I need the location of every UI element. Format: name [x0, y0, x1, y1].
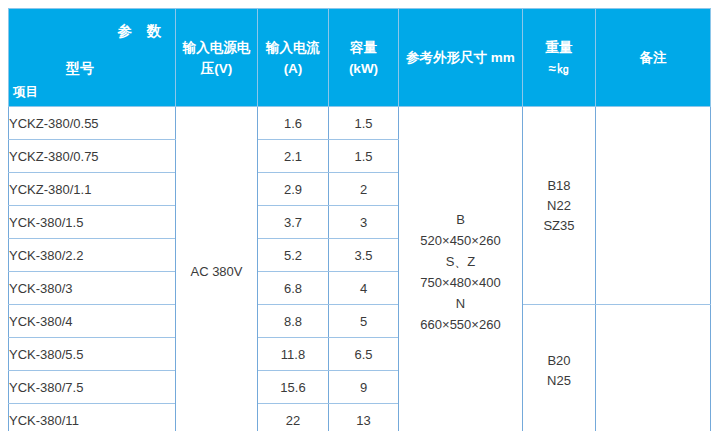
model-cell: YCK-380/3: [9, 272, 176, 305]
header-capacity: 容量 (kW): [329, 9, 399, 107]
capacity-cell: 3: [329, 206, 399, 239]
spec-sheet-page: 参 数 型号 项目 输入电源电 压(V) 输入电流 (A) 容量 (kW) 参考…: [0, 0, 718, 431]
current-cell: 5.2: [258, 239, 329, 272]
header-line: 压(V): [176, 58, 257, 79]
header-dimensions: 参考外形尺寸 mm: [399, 9, 523, 107]
header-line: 输入电源电: [176, 37, 257, 58]
parameter-table: 参 数 型号 项目 输入电源电 压(V) 输入电流 (A) 容量 (kW) 参考…: [8, 8, 711, 431]
header-line: 参考外形尺寸 mm: [399, 47, 522, 68]
table-header-row: 参 数 型号 项目 输入电源电 压(V) 输入电流 (A) 容量 (kW) 参考…: [9, 9, 711, 107]
weight-line: B18: [523, 176, 595, 196]
model-cell: YCK-380/5.5: [9, 338, 176, 371]
dimension-line: B: [399, 209, 522, 230]
dimension-line: 750×480×400: [399, 272, 522, 293]
header-line: 输入电流: [258, 37, 328, 58]
weight-cell-group1: B18 N22 SZ35: [523, 107, 596, 305]
header-line: (kW): [329, 58, 398, 79]
dimension-line: 660×550×260: [399, 314, 522, 335]
header-line: ≈㎏: [523, 58, 595, 79]
dimension-line: 520×450×260: [399, 230, 522, 251]
dimension-line: S、Z: [399, 251, 522, 272]
capacity-cell: 9: [329, 371, 399, 404]
dimension-line: N: [399, 293, 522, 314]
table-row: YCKZ-380/0.55 AC 380V 1.6 1.5 B 520×450×…: [9, 107, 711, 140]
model-cell: YCK-380/4: [9, 305, 176, 338]
model-cell: YCK-380/7.5: [9, 371, 176, 404]
current-cell: 3.7: [258, 206, 329, 239]
header-line: 重量: [523, 37, 595, 58]
current-cell: 22: [258, 404, 329, 431]
capacity-cell: 3.5: [329, 239, 399, 272]
current-cell: 11.8: [258, 338, 329, 371]
capacity-cell: 4: [329, 272, 399, 305]
header-line: 备注: [596, 47, 710, 68]
header-weight: 重量 ≈㎏: [523, 9, 596, 107]
header-param-label: 参 数: [118, 21, 162, 42]
capacity-cell: 5: [329, 305, 399, 338]
capacity-cell: 6.5: [329, 338, 399, 371]
header-remarks: 备注: [596, 9, 711, 107]
model-cell: YCKZ-380/1.1: [9, 173, 176, 206]
capacity-cell: 1.5: [329, 140, 399, 173]
weight-line: N25: [523, 371, 595, 391]
current-cell: 15.6: [258, 371, 329, 404]
header-input-current: 输入电流 (A): [258, 9, 329, 107]
dimensions-cell: B 520×450×260 S、Z 750×480×400 N 660×550×…: [399, 107, 523, 431]
remarks-cell-group1: [596, 107, 711, 305]
current-cell: 6.8: [258, 272, 329, 305]
header-item-label: 项目: [13, 82, 38, 103]
model-cell: YCK-380/11: [9, 404, 176, 431]
weight-line: N22: [523, 196, 595, 216]
current-cell: 8.8: [258, 305, 329, 338]
header-model-label: 型号: [66, 58, 94, 79]
header-line: (A): [258, 58, 328, 79]
weight-cell-group2: B20 N25: [523, 305, 596, 431]
model-cell: YCK-380/2.2: [9, 239, 176, 272]
weight-line: B20: [523, 351, 595, 371]
model-cell: YCKZ-380/0.75: [9, 140, 176, 173]
remarks-cell-group2: [596, 305, 711, 431]
weight-line: SZ35: [523, 216, 595, 236]
capacity-cell: 2: [329, 173, 399, 206]
capacity-cell: 13: [329, 404, 399, 431]
current-cell: 1.6: [258, 107, 329, 140]
capacity-cell: 1.5: [329, 107, 399, 140]
table-row: YCK-380/4 8.8 5 B20 N25: [9, 305, 711, 338]
model-cell: YCK-380/1.5: [9, 206, 176, 239]
header-corner-cell: 参 数 型号 项目: [9, 9, 176, 107]
current-cell: 2.9: [258, 173, 329, 206]
current-cell: 2.1: [258, 140, 329, 173]
header-line: 容量: [329, 37, 398, 58]
model-cell: YCKZ-380/0.55: [9, 107, 176, 140]
voltage-cell: AC 380V: [176, 107, 258, 431]
header-input-voltage: 输入电源电 压(V): [176, 9, 258, 107]
